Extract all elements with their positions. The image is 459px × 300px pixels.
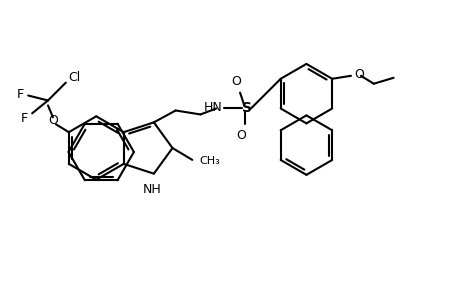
Text: O: O xyxy=(48,114,58,127)
Text: CH₃: CH₃ xyxy=(199,156,219,166)
Text: O: O xyxy=(231,75,241,88)
Text: NH: NH xyxy=(142,183,161,196)
Text: F: F xyxy=(21,112,28,125)
Text: O: O xyxy=(353,68,363,81)
Text: F: F xyxy=(17,88,24,101)
Text: O: O xyxy=(235,129,246,142)
Text: S: S xyxy=(241,101,252,116)
Text: Cl: Cl xyxy=(67,71,80,84)
Text: HN: HN xyxy=(203,101,222,114)
